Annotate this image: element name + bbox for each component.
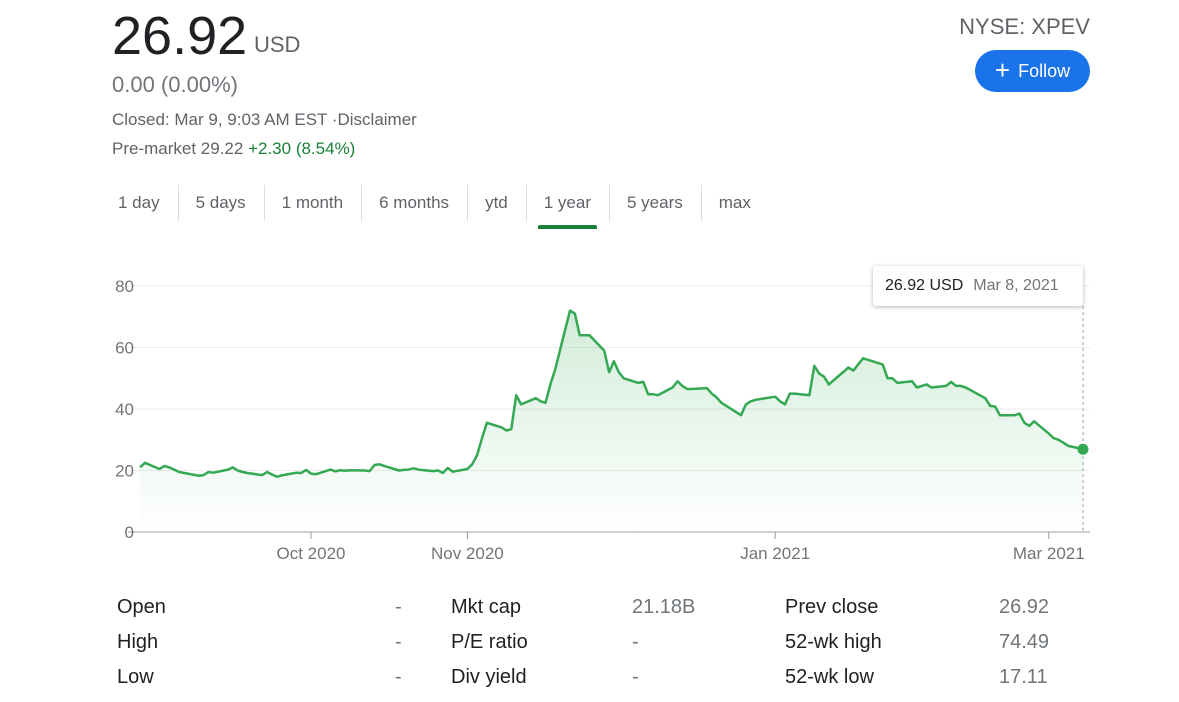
- x-tick-label: Jan 2021: [740, 544, 810, 563]
- premarket-price: Pre-market 29.22: [112, 139, 244, 158]
- y-axis: 0 20 40 60 80: [115, 277, 134, 542]
- x-tick-label: Oct 2020: [277, 544, 346, 563]
- x-tick-label: Mar 2021: [1013, 544, 1085, 563]
- tab-ytd[interactable]: ytd: [467, 185, 526, 221]
- premarket-info: Pre-market 29.22 +2.30 (8.54%): [112, 139, 355, 159]
- stat-value-low: -: [395, 666, 402, 688]
- stat-label-div-yield: Div yield: [451, 666, 527, 688]
- currency: USD: [254, 32, 301, 57]
- ticker-symbol: NYSE: XPEV: [959, 14, 1090, 39]
- price-chart[interactable]: 0 20 40 60 80 Oct 2020 Nov 2020 Jan 2021 Mar 20…: [0, 240, 1179, 570]
- stat-value-open: -: [395, 596, 402, 618]
- tab-5-years[interactable]: 5 years: [609, 185, 701, 221]
- stat-label-low: Low: [117, 666, 154, 688]
- tab-6-months[interactable]: 6 months: [361, 185, 467, 221]
- price-change: 0.00 (0.00%): [112, 72, 238, 97]
- stat-value-prev-close: 26.92: [999, 596, 1050, 618]
- stat-label-prev-close: Prev close: [785, 596, 879, 618]
- follow-label: Follow: [1018, 60, 1071, 81]
- stat-label-pe-ratio: P/E ratio: [451, 631, 528, 653]
- x-tick-label: Nov 2020: [431, 544, 504, 563]
- y-tick-label: 80: [115, 277, 134, 296]
- stat-label-open: Open: [117, 596, 166, 618]
- closed-status: Closed: Mar 9, 9:03 AM EST ·Disclaimer: [112, 110, 417, 129]
- follow-button[interactable]: + Follow: [975, 50, 1090, 92]
- stat-label-high: High: [117, 631, 159, 653]
- stat-value-52wk-low: 17.11: [999, 666, 1048, 688]
- stat-value-mkt-cap: 21.18B: [632, 596, 696, 618]
- y-tick-label: 40: [115, 400, 134, 419]
- stat-value-high: -: [395, 631, 402, 653]
- current-price-dot: [1077, 443, 1089, 455]
- y-tick-label: 60: [115, 339, 134, 358]
- stat-label-52wk-high: 52-wk high: [785, 631, 882, 653]
- tab-1-year[interactable]: 1 year: [525, 185, 609, 229]
- price-line: [139, 309, 1084, 478]
- range-tabs: 1 day 5 days 1 month 6 months ytd 1 year…: [100, 183, 769, 229]
- chart-tooltip: 26.92 USD Mar 8, 2021: [873, 266, 1083, 306]
- plus-icon: +: [994, 55, 1011, 85]
- stat-label-52wk-low: 52-wk low: [785, 666, 874, 688]
- premarket-change: +2.30 (8.54%): [248, 139, 356, 158]
- stat-value-div-yield: -: [632, 666, 639, 688]
- y-tick-label: 0: [125, 523, 134, 542]
- tab-1-day[interactable]: 1 day: [118, 193, 160, 212]
- price-area: [140, 310, 1083, 532]
- stat-value-52wk-high: 74.49: [999, 631, 1050, 653]
- stat-value-pe-ratio: -: [632, 631, 639, 653]
- price: 26.92: [112, 6, 248, 66]
- tooltip-date: Mar 8, 2021: [973, 277, 1059, 294]
- y-tick-label: 20: [115, 462, 134, 481]
- x-axis: Oct 2020 Nov 2020 Jan 2021 Mar 2021: [277, 532, 1085, 563]
- tab-5-days[interactable]: 5 days: [177, 185, 264, 221]
- tab-max[interactable]: max: [700, 185, 769, 221]
- tab-1-month[interactable]: 1 month: [263, 185, 361, 221]
- tooltip-price: 26.92 USD: [885, 277, 964, 294]
- stat-label-mkt-cap: Mkt cap: [451, 596, 522, 618]
